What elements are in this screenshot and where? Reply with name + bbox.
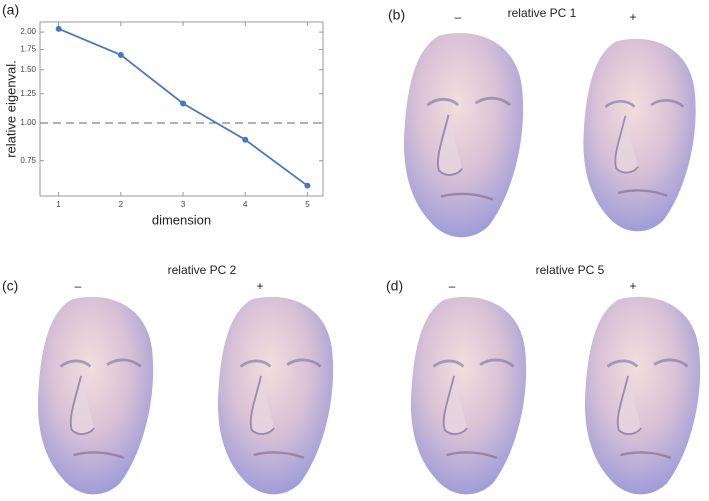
panel-c: (c) relative PC 2 – + (2, 263, 335, 496)
y-axis-label: relative eigenval. (3, 60, 18, 158)
minus-label: – (455, 10, 462, 24)
data-point (304, 182, 311, 189)
y-tick-label: 1.75 (20, 45, 36, 54)
y-tick-label: 1.25 (20, 89, 36, 98)
x-tick-label: 5 (305, 200, 310, 209)
face-render (36, 295, 155, 496)
panel-title: relative PC 2 (168, 263, 237, 277)
data-point (55, 25, 62, 32)
x-tick-label: 2 (119, 200, 124, 209)
data-point (117, 51, 124, 58)
panel-label: (d) (386, 278, 403, 294)
panel-label: (a) (2, 2, 19, 18)
panel-label: (c) (2, 278, 18, 294)
y-tick-label: 1.50 (20, 65, 36, 74)
plus-label: + (629, 10, 636, 24)
minus-label: – (449, 279, 456, 293)
x-tick-label: 3 (181, 200, 186, 209)
y-tick-label: 1.00 (20, 118, 36, 127)
face-render (581, 37, 698, 233)
series-line (58, 28, 308, 187)
panel-title: relative PC 1 (508, 6, 577, 20)
x-tick-label: 1 (56, 200, 61, 209)
face-render (409, 295, 528, 496)
panel-title: relative PC 5 (536, 263, 605, 277)
plot-frame (39, 21, 324, 197)
panel-d: (d) relative PC 5 – + (386, 263, 702, 496)
chart: 0.75 1.00 1.25 1.50 1.75 2.00 1 2 3 4 5 dimension re… (3, 21, 324, 227)
panel-b: (b) relative PC 1 – + (388, 6, 698, 239)
y-tick-label: 2.00 (20, 27, 36, 36)
y-tick-label: 0.75 (20, 156, 36, 165)
minus-label: – (75, 279, 82, 293)
plus-label: + (629, 279, 636, 293)
x-axis-label: dimension (152, 212, 211, 227)
data-point (242, 136, 249, 143)
x-tick-label: 4 (243, 200, 248, 209)
plus-label: + (256, 279, 263, 293)
panel-label: (b) (388, 7, 405, 23)
data-point (180, 100, 187, 107)
face-render (583, 295, 702, 496)
face-render (216, 295, 335, 496)
face-render (402, 31, 525, 239)
